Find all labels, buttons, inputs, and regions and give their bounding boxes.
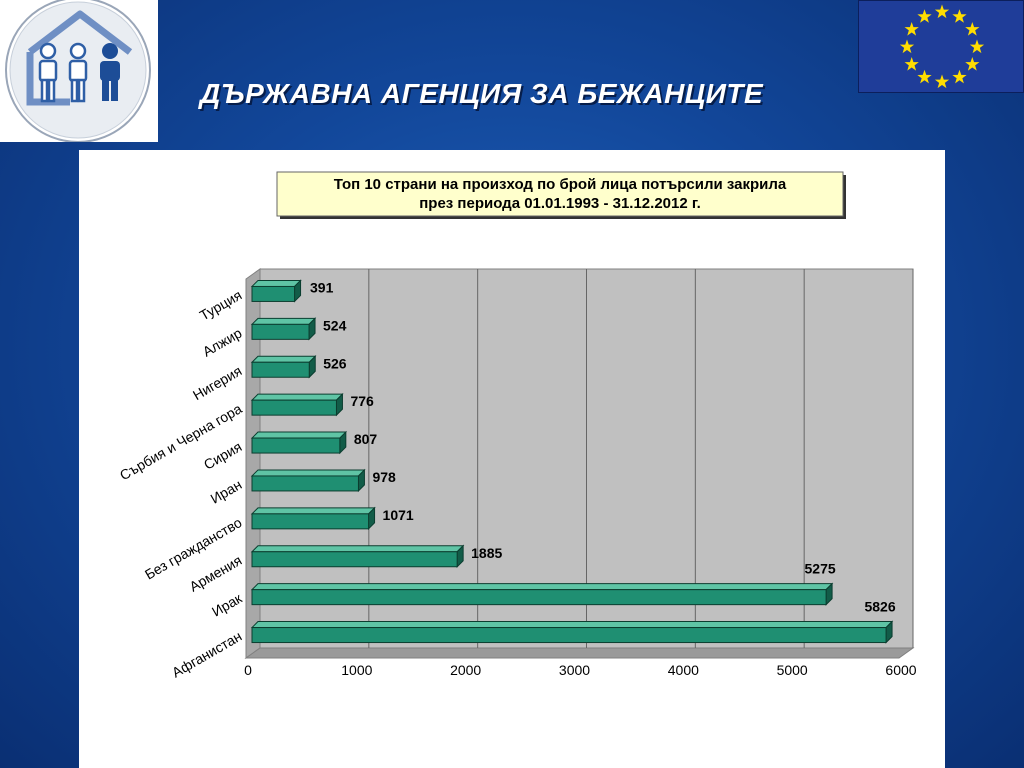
bar xyxy=(250,430,348,455)
bar xyxy=(250,544,465,568)
category-label: Сирия xyxy=(201,438,245,472)
refugee-agency-logo-icon xyxy=(5,0,151,143)
eu-star-icon xyxy=(965,22,980,36)
eu-star-icon xyxy=(952,69,967,84)
category-label: Турция xyxy=(197,287,245,324)
value-label: 524 xyxy=(323,317,347,333)
bar-front-face xyxy=(251,399,337,416)
value-label: 5826 xyxy=(864,599,895,615)
bar-top-face xyxy=(250,507,376,515)
chart-title-line: Топ 10 страни на произход по брой лица п… xyxy=(334,176,787,193)
value-label: 978 xyxy=(372,469,396,485)
eu-star-icon xyxy=(934,4,950,19)
bar-top-face xyxy=(250,393,344,401)
logo-panel xyxy=(0,0,158,143)
value-label: 5275 xyxy=(805,561,836,577)
bar-front-face xyxy=(251,551,458,568)
chart-title-box xyxy=(276,171,844,217)
chart-title-line: през периода 01.01.1993 - 31.12.2012 г. xyxy=(419,195,701,212)
eu-flag xyxy=(858,0,1024,93)
bar-chart: Топ 10 страни на произход по брой лица п… xyxy=(117,171,917,681)
bar xyxy=(250,355,317,379)
x-tick-label: 0 xyxy=(244,662,252,678)
bar-top-face xyxy=(250,583,834,591)
bar xyxy=(250,468,366,493)
category-label: Сърбия и Черна гора xyxy=(117,400,245,483)
bar-front-face xyxy=(251,361,310,378)
x-tick-label: 6000 xyxy=(885,662,916,678)
eu-flag-icon xyxy=(899,4,985,89)
bar xyxy=(250,582,834,606)
x-tick-label: 5000 xyxy=(777,662,808,678)
bar xyxy=(250,279,302,303)
bar-front-face xyxy=(251,589,827,606)
eu-star-icon xyxy=(899,39,915,54)
eu-star-icon xyxy=(917,69,932,84)
value-label: 526 xyxy=(323,355,347,371)
eu-star-icon xyxy=(904,22,919,36)
value-label: 776 xyxy=(350,393,374,409)
bar-front-face xyxy=(251,323,310,340)
eu-star-icon xyxy=(904,57,919,71)
bar-front-face xyxy=(251,285,296,302)
eu-star-icon xyxy=(934,74,950,89)
x-tick-label: 4000 xyxy=(668,662,699,678)
bar-front-face xyxy=(251,627,887,644)
category-label: Армения xyxy=(187,552,245,595)
category-label: Ирак xyxy=(209,589,245,619)
value-label: 807 xyxy=(354,431,378,447)
slide-title: ДЪРЖАВНА АГЕНЦИЯ ЗА БЕЖАНЦИТЕ xyxy=(200,78,764,109)
eu-star-icon xyxy=(965,57,980,71)
bar-top-face xyxy=(250,469,366,477)
bar-front-face xyxy=(251,437,341,454)
eu-star-icon xyxy=(952,9,967,23)
bar xyxy=(250,317,317,341)
value-label: 1071 xyxy=(383,507,414,523)
bar-front-face xyxy=(251,475,359,492)
bar xyxy=(250,506,376,531)
category-label: Нигерия xyxy=(190,362,245,403)
bar-top-face xyxy=(250,545,465,553)
bar-top-face xyxy=(250,621,894,629)
category-label: Иран xyxy=(208,476,245,507)
x-tick-label: 1000 xyxy=(341,662,372,678)
eu-star-icon xyxy=(969,39,985,54)
plot-floor xyxy=(244,647,915,659)
bar-top-face xyxy=(250,317,317,325)
category-label: Афганистан xyxy=(169,628,244,681)
chart-panel: Топ 10 страни на произход по брой лица п… xyxy=(79,150,945,768)
bar-top-face xyxy=(250,279,302,287)
bar-front-face xyxy=(251,513,370,530)
bar xyxy=(250,620,894,644)
bar-top-face xyxy=(250,355,317,363)
x-tick-label: 3000 xyxy=(559,662,590,678)
category-label: Алжир xyxy=(200,324,245,359)
eu-star-icon xyxy=(917,9,932,23)
x-tick-label: 2000 xyxy=(450,662,481,678)
value-label: 1885 xyxy=(471,545,502,561)
bar-top-face xyxy=(250,431,348,439)
value-label: 391 xyxy=(310,279,334,295)
bar xyxy=(250,392,344,417)
